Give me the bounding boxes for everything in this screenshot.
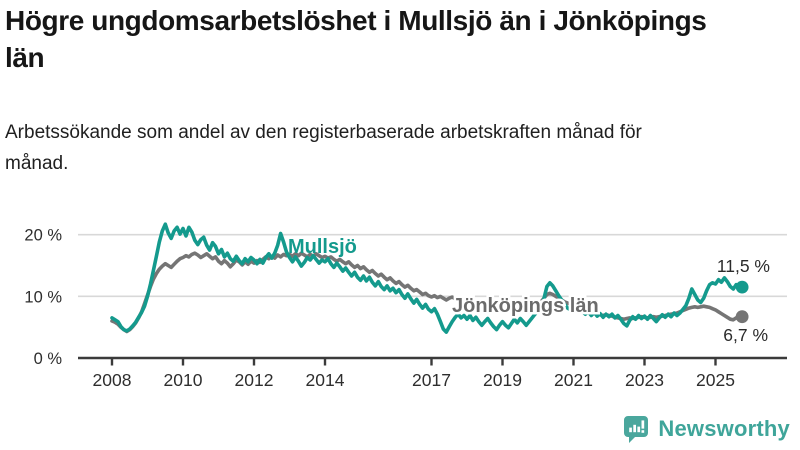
x-axis-tick-label: 2017 (412, 370, 451, 390)
series-label-county: Jönköpings län (452, 295, 599, 317)
x-axis-tick-label: 2023 (625, 370, 664, 390)
newsworthy-wordmark: Newsworthy (658, 416, 790, 441)
newsworthy-brand: Newsworthy (622, 414, 790, 444)
x-axis-tick-label: 2021 (554, 370, 593, 390)
series-line-mullsjo (110, 222, 744, 334)
newsworthy-logo-icon (624, 416, 649, 443)
y-axis-tick-label: 0 % (34, 350, 63, 368)
page-subtitle: Arbetssökande som andel av den registerb… (5, 122, 642, 174)
page-title: Högre ungdomsarbetslöshet i Mullsjö än i… (5, 5, 707, 73)
x-axis-tick-label: 2010 (164, 370, 203, 390)
series-end-value-label: 6,7 % (723, 325, 768, 345)
x-axis-tick-label: 2014 (306, 370, 345, 390)
x-axis-tick-label: 2008 (93, 370, 132, 390)
x-axis-tick-label: 2012 (235, 370, 274, 390)
x-axis-tick-label: 2019 (483, 370, 522, 390)
series-end-dot-mullsjo (735, 280, 749, 294)
series-end-value-label: 11,5 % (717, 256, 770, 276)
y-axis-tick-label: 10 % (24, 288, 62, 306)
series-label-mullsjo: Mullsjö (288, 236, 357, 258)
x-axis-tick-label: 2025 (696, 370, 735, 390)
series-end-dot-county (735, 310, 749, 324)
y-axis-tick-label: 20 % (24, 227, 62, 245)
